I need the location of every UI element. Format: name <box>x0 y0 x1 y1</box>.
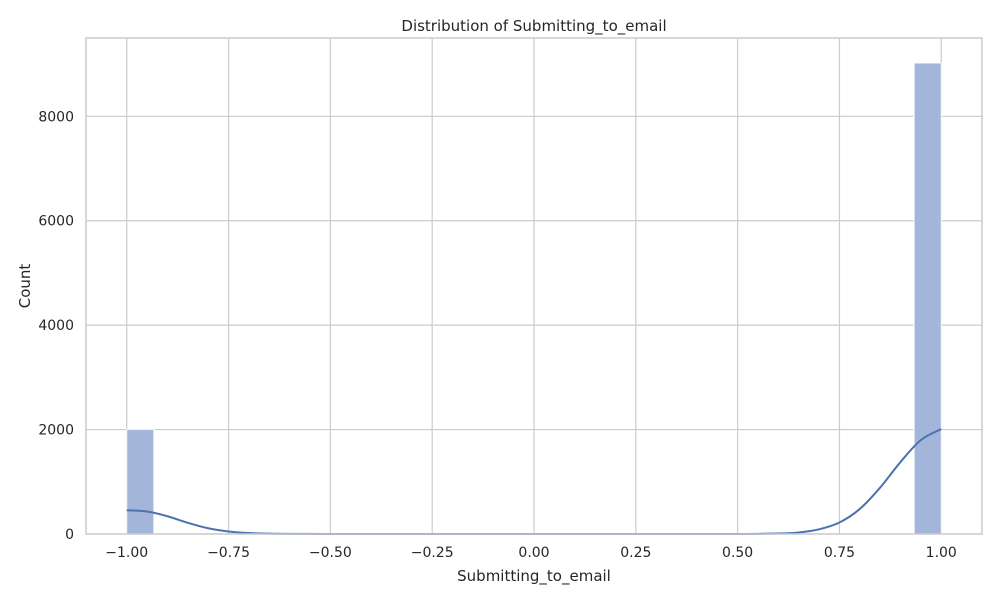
x-tick-label: 0.75 <box>824 545 855 561</box>
histogram-bar <box>913 62 942 535</box>
plot-frame <box>85 37 983 535</box>
x-tick-label: 1.00 <box>926 545 957 561</box>
x-tick-label: −0.50 <box>309 545 352 561</box>
y-tick-labels: 0 2000 4000 6000 8000 <box>38 109 74 543</box>
chart-title: Distribution of Submitting_to_email <box>401 17 666 36</box>
y-axis-label: Count <box>16 264 34 309</box>
y-tick-label: 6000 <box>38 214 74 230</box>
x-tick-label: −1.00 <box>105 545 148 561</box>
y-tick-label: 8000 <box>38 109 74 125</box>
x-tick-labels: −1.00 −0.75 −0.50 −0.25 0.00 0.25 0.50 0.75 1.00 <box>105 545 957 561</box>
x-tick-label: −0.75 <box>207 545 250 561</box>
histogram-bar <box>126 428 155 535</box>
bars-layer <box>126 62 942 535</box>
x-tick-label: 0.00 <box>518 545 549 561</box>
x-tick-label: −0.25 <box>411 545 454 561</box>
x-tick-label: 0.50 <box>722 545 753 561</box>
x-tick-label: 0.25 <box>620 545 651 561</box>
x-axis-label: Submitting_to_email <box>457 567 611 586</box>
y-tick-label: 2000 <box>38 423 74 439</box>
y-tick-label: 4000 <box>38 318 74 334</box>
y-tick-label: 0 <box>65 527 74 543</box>
